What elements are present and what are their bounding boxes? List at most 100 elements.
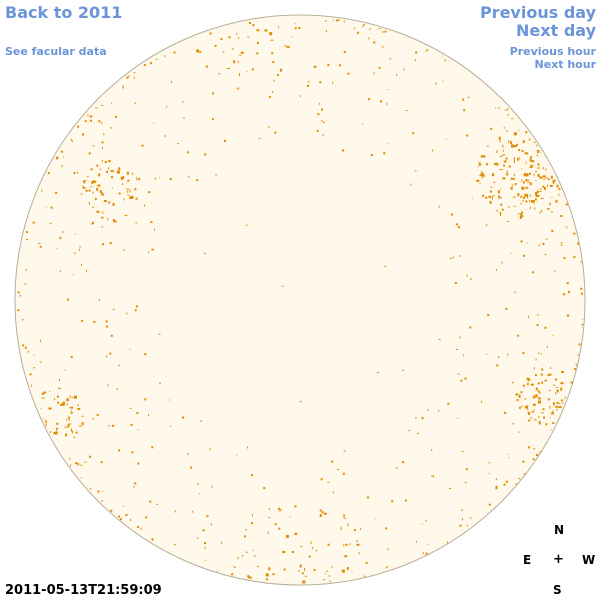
facula-mark — [227, 68, 230, 69]
facula-mark — [130, 195, 134, 199]
facula-mark — [135, 305, 138, 308]
facula-mark — [101, 159, 103, 162]
facula-mark — [479, 175, 483, 177]
facula-mark — [96, 413, 99, 416]
facula-mark — [368, 98, 371, 101]
facula-mark — [164, 55, 166, 58]
facula-mark — [136, 178, 138, 180]
facula-mark — [510, 186, 513, 190]
facula-mark — [182, 416, 184, 419]
facula-mark — [67, 399, 70, 401]
facula-mark — [62, 401, 66, 403]
facula-mark — [43, 391, 47, 394]
facula-mark — [508, 140, 510, 144]
facula-mark — [108, 201, 111, 204]
facula-mark — [568, 290, 570, 293]
facula-mark — [476, 179, 480, 182]
facula-mark — [555, 409, 558, 411]
facula-mark — [118, 515, 120, 518]
facula-mark — [17, 291, 20, 294]
facula-mark — [457, 417, 459, 419]
facula-mark — [101, 121, 103, 124]
facula-mark — [384, 30, 387, 33]
facula-mark — [19, 294, 21, 297]
facula-mark — [344, 555, 348, 558]
facula-mark — [414, 170, 417, 172]
facula-mark — [358, 552, 360, 554]
previous-day-link[interactable]: Previous day — [479, 3, 596, 22]
facula-mark — [503, 483, 506, 486]
facula-mark — [540, 412, 544, 414]
facula-mark — [470, 278, 472, 280]
facula-mark — [144, 204, 145, 207]
facula-mark — [130, 423, 133, 426]
facula-mark — [81, 415, 84, 417]
facula-mark — [111, 176, 113, 179]
previous-hour-link[interactable]: Previous hour — [509, 45, 596, 58]
facula-mark — [50, 206, 53, 209]
facula-mark — [59, 236, 62, 239]
facula-mark — [362, 25, 364, 28]
back-to-year-link[interactable]: Back to 2011 — [5, 3, 123, 22]
facula-mark — [71, 409, 72, 411]
facula-mark — [203, 252, 206, 254]
facula-mark — [134, 482, 137, 485]
facula-mark — [581, 324, 584, 325]
facula-mark — [574, 232, 576, 235]
facula-mark — [530, 194, 532, 197]
facula-mark — [502, 154, 505, 156]
see-facular-data-link[interactable]: See facular data — [5, 45, 107, 58]
facula-mark — [528, 446, 531, 449]
facula-mark — [581, 318, 583, 320]
facula-mark — [535, 179, 537, 181]
facula-mark — [101, 490, 103, 492]
facula-mark — [408, 430, 411, 432]
facula-mark — [346, 567, 349, 570]
facula-mark — [106, 325, 108, 328]
facula-mark — [546, 345, 548, 348]
facula-mark — [33, 367, 36, 369]
facula-mark — [43, 418, 45, 420]
facula-mark — [168, 399, 170, 401]
facula-mark — [135, 177, 137, 179]
facula-mark — [17, 309, 20, 312]
facula-mark — [59, 378, 60, 381]
facula-mark — [525, 179, 528, 182]
facula-mark — [525, 173, 529, 177]
facula-mark — [541, 381, 544, 384]
facula-mark — [129, 407, 132, 409]
facula-mark — [341, 569, 345, 573]
facula-mark — [556, 401, 559, 404]
facula-mark — [277, 507, 280, 510]
facula-mark — [321, 108, 323, 111]
facula-mark — [131, 173, 134, 175]
facula-mark — [77, 407, 81, 410]
facula-mark — [93, 320, 96, 323]
facula-mark — [123, 198, 125, 201]
next-day-link[interactable]: Next day — [516, 21, 596, 40]
facula-mark — [387, 548, 389, 550]
facula-mark — [521, 186, 525, 190]
facula-mark — [285, 534, 289, 538]
facula-mark — [353, 529, 356, 532]
facula-mark — [376, 372, 379, 374]
next-hour-link[interactable]: Next hour — [534, 58, 597, 71]
facula-mark — [433, 475, 434, 478]
facula-mark — [560, 382, 564, 385]
facula-mark — [345, 543, 348, 546]
facula-mark — [362, 123, 363, 125]
facula-mark — [265, 573, 269, 577]
facula-mark — [414, 59, 416, 62]
facula-mark — [101, 141, 104, 144]
facula-mark — [506, 130, 508, 132]
facula-mark — [131, 451, 134, 454]
facula-mark — [74, 233, 76, 235]
facula-mark — [308, 80, 310, 83]
facula-mark — [349, 543, 351, 546]
facula-mark — [544, 379, 547, 382]
facula-mark — [134, 102, 137, 104]
facula-mark — [417, 432, 420, 434]
facula-mark — [565, 203, 568, 206]
facula-mark — [500, 212, 502, 215]
facula-mark — [488, 462, 491, 464]
